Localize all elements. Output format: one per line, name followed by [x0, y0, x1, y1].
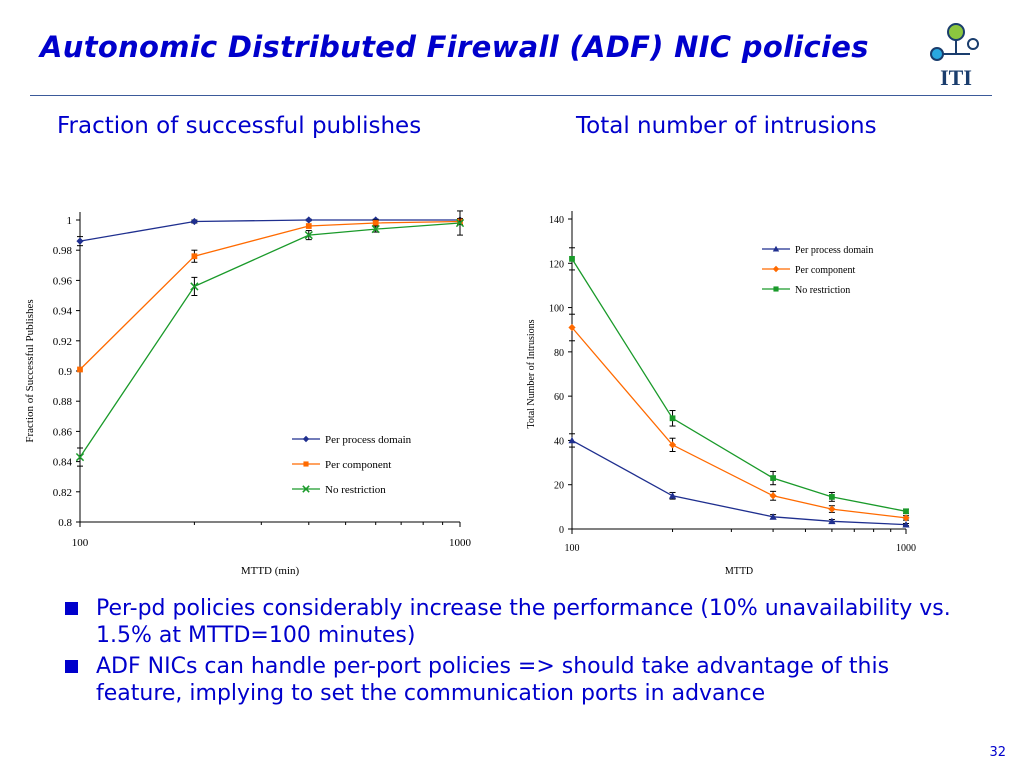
- legend-marker: [302, 435, 310, 443]
- y-tick-label: 0.92: [53, 336, 72, 348]
- y-tick-label: 0.88: [53, 396, 73, 408]
- y-tick-label: 0.82: [53, 487, 72, 499]
- y-tick-label: 1: [67, 215, 73, 227]
- data-point: [191, 253, 198, 260]
- x-tick-label: 100: [72, 537, 89, 549]
- bullet-list: Per-pd policies considerably increase th…: [62, 595, 962, 711]
- data-point: [829, 494, 835, 500]
- y-tick-label: 120: [549, 259, 564, 270]
- data-point: [190, 217, 198, 226]
- iti-logo: ITI: [930, 23, 979, 90]
- y-tick-label: 0.98: [53, 245, 73, 257]
- x-tick-label: 1000: [896, 543, 916, 554]
- logo-text: ITI: [940, 65, 972, 90]
- data-point: [668, 492, 677, 499]
- data-point: [305, 223, 312, 229]
- data-point: [828, 517, 836, 525]
- series-no-restriction: [569, 247, 909, 515]
- legend-label: No restriction: [795, 285, 850, 296]
- data-point: [569, 255, 575, 262]
- y-tick-label: 0.8: [58, 517, 72, 529]
- y-tick-label: 40: [554, 436, 564, 447]
- y-tick-label: 0: [559, 525, 564, 536]
- legend-label: No restriction: [325, 484, 386, 496]
- legend-marker: [302, 485, 310, 493]
- page-number: 32: [989, 745, 1006, 760]
- data-point: [769, 492, 777, 500]
- data-point: [769, 513, 777, 520]
- title-divider: [30, 95, 992, 96]
- data-point: [828, 505, 836, 513]
- data-point: [76, 237, 84, 245]
- legend-marker: [772, 245, 780, 252]
- logo-ring: [967, 38, 979, 50]
- legend-label: Per process domain: [795, 245, 873, 256]
- bullet-square-icon: [65, 602, 78, 615]
- x-tick-label: 1000: [449, 537, 472, 549]
- data-point: [190, 282, 199, 291]
- data-point: [669, 415, 676, 422]
- y-tick-label: 100: [549, 304, 564, 315]
- data-point: [568, 323, 576, 332]
- data-point: [372, 220, 379, 226]
- series-line: [571, 327, 907, 519]
- legend-marker: [773, 286, 779, 292]
- y-axis-label: Fraction of Successful Publishes: [24, 299, 36, 442]
- legend-marker: [772, 265, 780, 273]
- data-point: [668, 441, 677, 449]
- logo-blue-dot: [930, 47, 944, 61]
- y-axis-label: Total Number of Intrusions: [526, 319, 537, 428]
- bullet-text: Per-pd policies considerably increase th…: [96, 596, 951, 648]
- data-point: [75, 452, 85, 462]
- series-no-restriction: [75, 210, 465, 467]
- legend-label: Per process domain: [325, 434, 412, 446]
- data-point: [902, 520, 910, 528]
- y-tick-label: 0.84: [53, 457, 73, 469]
- data-point: [305, 216, 313, 224]
- bullet-square-icon: [65, 660, 78, 673]
- legend-label: Per component: [325, 459, 391, 471]
- data-point: [371, 224, 380, 234]
- y-tick-label: 0.9: [58, 366, 72, 378]
- y-tick-label: 80: [554, 348, 564, 359]
- data-point: [902, 514, 910, 522]
- chart-heading-publishes: Fraction of successful publishes: [57, 113, 422, 139]
- data-point: [455, 218, 465, 228]
- x-axis-label: MTTD: [725, 566, 753, 577]
- data-point: [304, 230, 313, 240]
- y-tick-label: 0.94: [53, 306, 73, 318]
- x-axis-label: MTTD (min): [241, 565, 300, 577]
- bullet-item: Per-pd policies considerably increase th…: [62, 595, 962, 649]
- data-point: [568, 436, 576, 444]
- x-tick-label: 100: [565, 543, 580, 554]
- logo-green-dot: [947, 23, 965, 41]
- bullet-text: ADF NICs can handle per-port policies =>…: [96, 654, 890, 706]
- legend-label: Per component: [795, 265, 855, 276]
- y-tick-label: 140: [549, 215, 564, 226]
- series-per-process-domain: [568, 433, 910, 528]
- slide-title: Autonomic Distributed Firewall (ADF) NIC…: [40, 30, 869, 64]
- y-tick-label: 20: [554, 481, 564, 492]
- series-per-component: [568, 313, 910, 522]
- chart-heading-intrusions: Total number of intrusions: [576, 113, 877, 139]
- data-point: [903, 508, 909, 515]
- data-point: [77, 366, 83, 373]
- legend-marker: [303, 461, 309, 467]
- y-tick-label: 0.96: [53, 275, 73, 287]
- data-point: [770, 475, 776, 481]
- y-tick-label: 0.86: [53, 426, 73, 438]
- bullet-item: ADF NICs can handle per-port policies =>…: [62, 653, 962, 707]
- y-tick-label: 60: [554, 392, 564, 403]
